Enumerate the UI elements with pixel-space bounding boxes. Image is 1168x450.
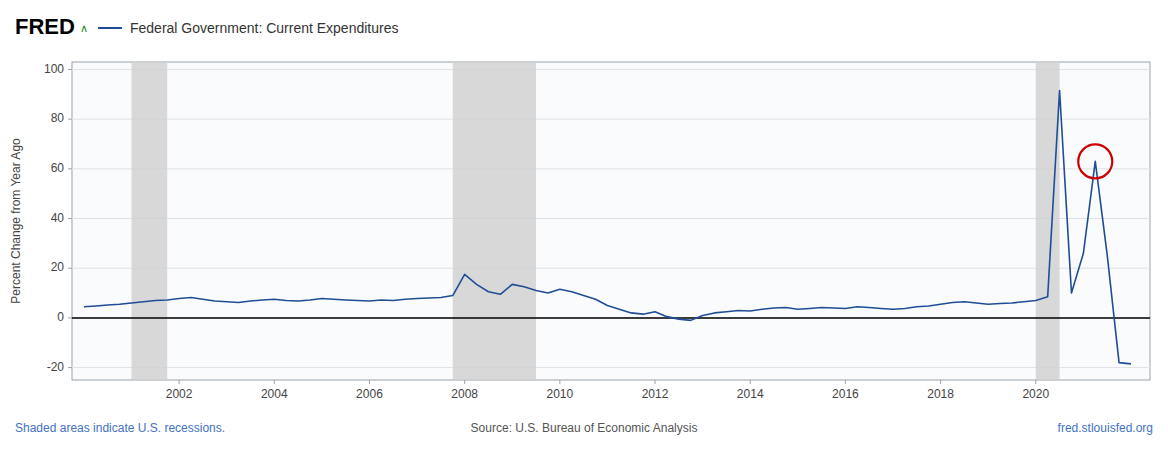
grid-line [72,218,1150,219]
zero-line [72,317,1150,319]
grid-line [72,168,1150,169]
x-tick [750,380,751,384]
plot-area [72,62,1150,380]
recession-band [453,62,536,380]
footer-note: fred.stlouisfed.org [1058,421,1153,435]
x-tick-label: 2016 [832,387,859,401]
footer-note: Shaded areas indicate U.S. recessions. [15,421,225,435]
x-tick [940,380,941,384]
grid-line [72,367,1150,368]
legend-swatch [98,27,122,29]
grid-line [72,119,1150,120]
x-tick [369,380,370,384]
y-tick-label: 40 [51,211,65,225]
highlight-circle [1078,144,1112,178]
grid-line [72,69,1150,70]
x-tick-label: 2006 [356,387,383,401]
y-tick [68,268,72,269]
header: FRED ∧ Federal Government: Current Expendi… [15,14,398,39]
y-tick-label: 60 [51,161,65,175]
logo-mark: ∧ [80,22,88,34]
chart: -20 0 20 40 60 80 100 2002 2004 2006 2008 2010 2012 2… [0,0,1168,450]
y-tick-label: -20 [47,360,65,374]
x-tick-label: 2004 [261,387,288,401]
logo: FRED [15,14,75,39]
page: {"chart_data": { "type": "line", "logo":… [0,0,1168,450]
y-tick [68,367,72,368]
x-tick [1035,380,1036,384]
recession-band [131,62,167,380]
x-tick [464,380,465,384]
y-tick [68,218,72,219]
y-tick [68,168,72,169]
y-tick [68,69,72,70]
plot-frame [72,62,1150,380]
y-tick [68,317,72,318]
x-tick-label: 2014 [737,387,764,401]
x-tick [845,380,846,384]
x-tick-label: 2008 [451,387,478,401]
grid [72,69,1150,367]
y-axis-label: Percent Change from Year Ago [9,138,23,304]
x-tick-label: 2010 [546,387,573,401]
y-tick-label: 80 [51,111,65,125]
y-tick [68,119,72,120]
y-tick-label: 20 [51,260,65,274]
y-tick-label: 100 [44,62,64,76]
x-tick-label: 2012 [642,387,669,401]
grid-line [72,317,1150,318]
x-tick [655,380,656,384]
y-tick-label: 0 [57,310,64,324]
title: Federal Government: Current Expenditures [130,20,398,36]
axes: -20 0 20 40 60 80 100 2002 2004 2006 2008 2010 2012 2… [9,62,1049,401]
x-tick-label: 2002 [166,387,193,401]
x-tick [274,380,275,384]
x-tick-label: 2018 [927,387,954,401]
footer-note: Source: U.S. Bureau of Economic Analysis [471,421,698,435]
footer: Shaded areas indicate U.S. recessions. So… [15,421,1153,435]
data-line [84,91,1131,364]
grid-line [72,268,1150,269]
recession-band [1036,62,1060,380]
x-tick [559,380,560,384]
x-tick [179,380,180,384]
x-tick-label: 2020 [1022,387,1049,401]
